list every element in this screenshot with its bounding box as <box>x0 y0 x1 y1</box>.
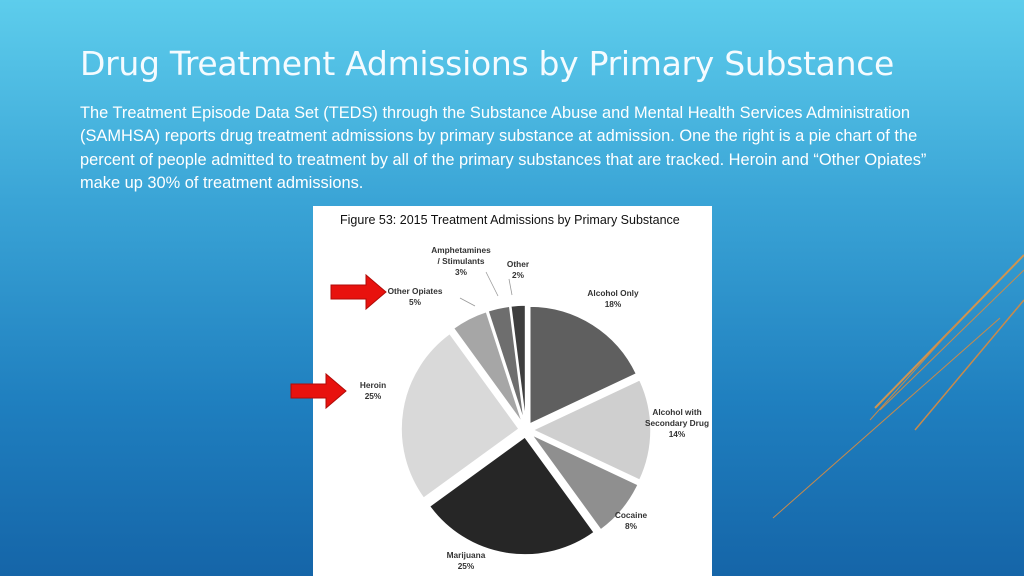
deco-line <box>772 317 1001 519</box>
slice-label: Alcohol Only 18% <box>587 288 639 309</box>
slice-label: Alcohol with Secondary Drug 14% <box>645 407 709 439</box>
deco-line <box>874 254 1024 409</box>
pie-slice-alcohol-with-secondary-drug <box>531 378 652 482</box>
slide-body-text: The Treatment Episode Data Set (TEDS) th… <box>80 104 927 192</box>
pie-slice-heroin <box>400 332 521 500</box>
leader-line <box>485 271 499 297</box>
leader-line <box>459 297 476 307</box>
pie-slice-alcohol-only <box>529 305 638 426</box>
pie-chart: Figure 53: 2015 Treatment Admissions by … <box>340 213 709 571</box>
pie-slice-cocaine <box>530 433 640 531</box>
pie-chart-figure: Figure 53: 2015 Treatment Admissions by … <box>313 206 712 576</box>
chart-title: Figure 53: 2015 Treatment Admissions by … <box>340 213 680 227</box>
slide-title: Drug Treatment Admissions by Primary Sub… <box>80 44 895 83</box>
slice-label: Marijuana 25% <box>447 550 486 571</box>
slice-label: Amphetamines / Stimulants 3% <box>431 245 491 277</box>
slice-label: Other Opiates 5% <box>388 286 443 307</box>
slice-label: Other 2% <box>507 259 530 280</box>
slice-label: Heroin 25% <box>360 380 386 401</box>
leader-line <box>508 278 513 296</box>
deco-line <box>879 269 1024 411</box>
pie-slice-marijuana <box>428 435 596 556</box>
pie-slice-other <box>509 304 527 424</box>
pie-slice-amphetamines-stimulants <box>487 305 526 424</box>
deco-line <box>869 319 961 421</box>
slice-label: Cocaine 8% <box>615 510 648 531</box>
pie-slice-other-opiates <box>452 310 524 425</box>
deco-line <box>914 299 1024 431</box>
